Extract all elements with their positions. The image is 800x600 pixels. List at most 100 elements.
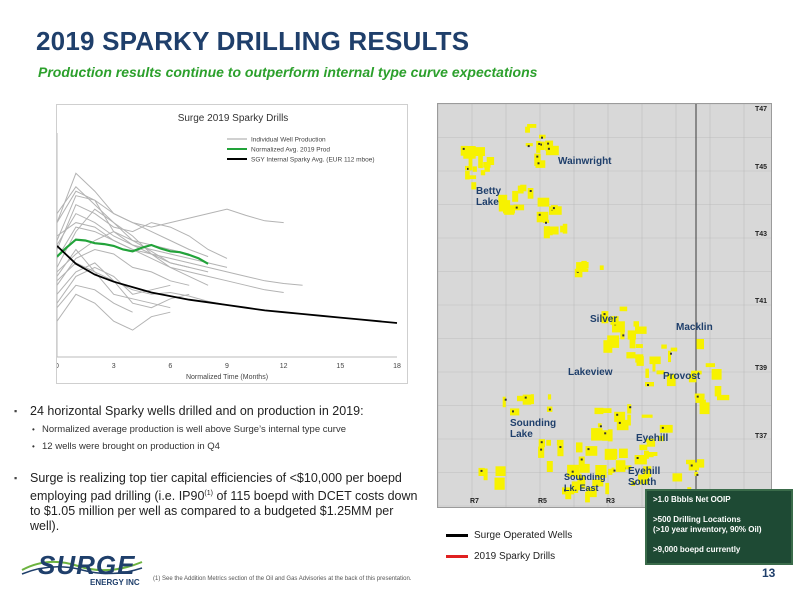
map-acreage-patch [538,141,545,150]
map-well-dot [467,167,469,170]
map-acreage-patch [634,455,647,465]
map-acreage-patch [643,466,652,477]
map-acreage-patch [547,228,553,236]
map-acreage-patch [614,411,626,422]
logo-swoosh-icon [21,560,143,575]
map-acreage-patch [543,219,550,223]
map-acreage-patch [672,473,683,482]
map-acreage-patch [612,321,625,333]
map-acreage-patch [597,423,602,428]
map-acreage-patch [699,394,705,406]
map-acreage-patch [646,438,656,447]
map-acreage-patch [538,439,545,448]
series-line-individual-well [57,262,284,313]
map-well-dot [547,142,550,145]
map-acreage-patch [574,268,583,278]
map-acreage-patch [578,456,585,468]
chart-legend-label: SGY Internal Sparky Avg. (EUR 112 mboe) [251,157,375,164]
map-well-dot [579,478,582,481]
map-well-dot [537,162,540,165]
series-line-individual-well [57,248,190,286]
map-acreage-patch [611,467,615,473]
map-well-dot [690,464,693,467]
map-well-dot [647,384,649,386]
map-acreage-patch [539,134,546,139]
map-acreage-patch [626,352,636,359]
map-well-dot [618,421,621,424]
map-acreage-patch [627,404,632,414]
map-acreage-patch [527,124,537,128]
series-line-internal-avg [57,245,398,324]
bullet-list: 24 horizontal Sparky wells drilled and o… [14,404,424,538]
map-acreage-patch [460,145,468,156]
range-r7: R7 [470,498,479,505]
map-acreage-patch [525,143,533,147]
page-title: 2019 SPARKY DRILLING RESULTS [36,26,470,56]
map-well-dot [545,221,547,224]
map-well-dot [480,469,483,472]
map-acreage-patch [586,487,597,498]
production-chart: Surge 2019 Sparky Drills0501001502002500… [56,104,408,384]
map-acreage-patch [615,460,626,472]
map-acreage-patch [576,442,583,453]
map-acreage-patch [536,211,549,223]
map-well-dot [504,398,507,401]
map-well-dot [670,352,672,355]
map-acreage-patch [612,448,617,454]
legend-sparky-drills: 2019 Sparky Drills [446,551,572,562]
series-line-individual-well [57,212,303,286]
map-well-dot [512,410,514,413]
map-acreage-patch [656,370,665,375]
map-acreage-patch [599,265,604,270]
legend-sparky-drills-swatch [446,555,468,558]
map-well-dot [515,206,518,209]
map-label-wainwright: Wainwright [558,156,612,167]
map-acreage-patch [635,344,643,348]
map-well-dot [538,213,541,216]
map-acreage-patch [714,386,722,397]
map-acreage-patch [517,185,524,194]
acreage-map-svg [438,104,771,507]
map-acreage-patch [517,395,526,402]
map-acreage-patch [645,382,654,387]
map-acreage-patch [699,402,710,415]
map-well-dot [661,426,664,429]
map-acreage-patch [557,444,564,457]
map-label-macklin: Macklin [676,322,713,333]
map-acreage-patch [535,160,546,168]
x-tick-label: 0 [57,363,59,370]
map-well-dot [599,425,602,428]
township-t39: T39 [755,365,768,372]
map-acreage-patch [468,158,473,171]
series-line-individual-well [57,262,190,309]
map-acreage-patch [478,155,483,169]
map-acreage-patch [579,463,590,473]
map-well-dot [547,147,550,150]
map-well-dot [536,155,539,158]
footnote: (1) See the Addition Metrics section of … [153,576,412,582]
map-acreage-patch [498,200,511,212]
map-well-dot [540,143,542,146]
map-acreage-patch [585,446,598,456]
series-line-individual-well [57,190,228,268]
map-acreage-patch [691,370,702,375]
map-acreage-patch [549,206,562,215]
map-acreage-patch [603,340,613,353]
series-line-individual-well [57,284,133,313]
map-well-dot [548,408,551,411]
map-acreage-patch [616,419,629,431]
legend-surge-wells: Surge Operated Wells [446,530,572,541]
map-acreage-patch [562,487,575,495]
map-acreage-patch [472,166,477,172]
series-line-individual-well [57,293,171,331]
map-acreage-patch [621,465,632,470]
map-acreage-patch [527,188,534,199]
series-line-individual-well [57,195,284,241]
map-acreage-patch [649,356,661,365]
map-well-dot [527,145,530,148]
map-well-dot [629,406,632,409]
bullet-q4-wells: 12 wells were brought on production in Q… [14,440,424,453]
map-acreage-patch [641,414,653,418]
map-acreage-patch [577,476,586,489]
map-label-betty-lake: Betty Lake [476,186,502,208]
